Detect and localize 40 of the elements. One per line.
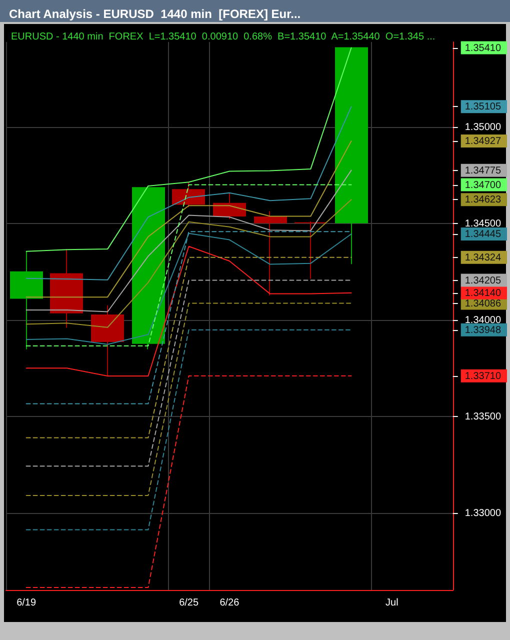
y-tick-label: 1.34500	[464, 218, 502, 230]
y-tick-label: 1.34623	[464, 194, 502, 206]
y-tick-label: 1.35105	[464, 102, 502, 113]
y-tick-label: 1.34086	[464, 298, 502, 310]
line-series	[26, 199, 352, 328]
y-tick-label: 1.35000	[464, 122, 502, 133]
line-series	[26, 140, 352, 298]
chart-subtitle: EURUSD - 1440 min FOREX L=1.35410 0.00910 0.68% B=1.35410 A=1.35440 O=1.345 ...	[11, 32, 436, 42]
candlestick	[254, 210, 287, 296]
line-series	[26, 170, 352, 312]
line-series	[26, 232, 352, 345]
y-tick-label: 1.34140	[464, 288, 502, 299]
x-tick-label: 6/19	[16, 598, 36, 608]
candlestick	[335, 47, 368, 265]
candlestick	[294, 220, 327, 280]
candlestick	[10, 250, 43, 350]
y-tick-label: 1.34775	[464, 165, 502, 176]
x-tick-label: 6/25	[179, 598, 199, 608]
candlestick	[172, 182, 205, 208]
y-tick-label: 1.34927	[464, 136, 502, 147]
y-tick-label: 1.33948	[464, 324, 502, 336]
y-tick-label: 1.33000	[464, 508, 502, 519]
y-tick-label: 1.33710	[464, 370, 502, 382]
y-tick-label: 1.34000	[464, 314, 502, 326]
candlestick	[50, 248, 83, 328]
y-tick-label: 1.34205	[464, 275, 502, 286]
candlestick	[132, 187, 165, 350]
candlestick	[91, 304, 124, 376]
chart-title: Chart Analysis - EURUSD 1440 min [FOREX] Eur...	[9, 7, 301, 21]
line-series	[26, 106, 352, 280]
y-tick-label: 1.34445	[464, 228, 502, 240]
line-series	[26, 47, 352, 252]
y-tick-label: 1.33500	[464, 411, 502, 422]
y-tick-label: 1.34324	[464, 252, 502, 264]
y-tick-label: 1.34700	[464, 180, 502, 191]
line-series	[26, 246, 352, 377]
x-tick-label: 6/26	[220, 598, 240, 608]
x-tick-label: Jul	[386, 598, 398, 608]
candlestick	[213, 192, 246, 220]
y-tick-label: 1.35410	[464, 42, 502, 54]
